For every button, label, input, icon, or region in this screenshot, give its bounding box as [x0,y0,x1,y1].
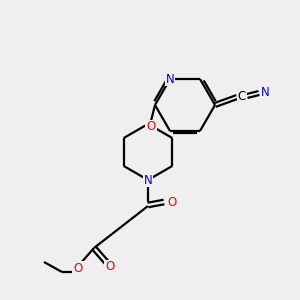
Text: O: O [74,262,82,275]
Text: N: N [261,85,269,98]
Text: C: C [238,89,246,103]
Text: O: O [105,260,115,274]
Text: O: O [146,121,156,134]
Text: N: N [144,173,152,187]
Text: N: N [166,73,174,85]
Text: O: O [167,196,177,208]
